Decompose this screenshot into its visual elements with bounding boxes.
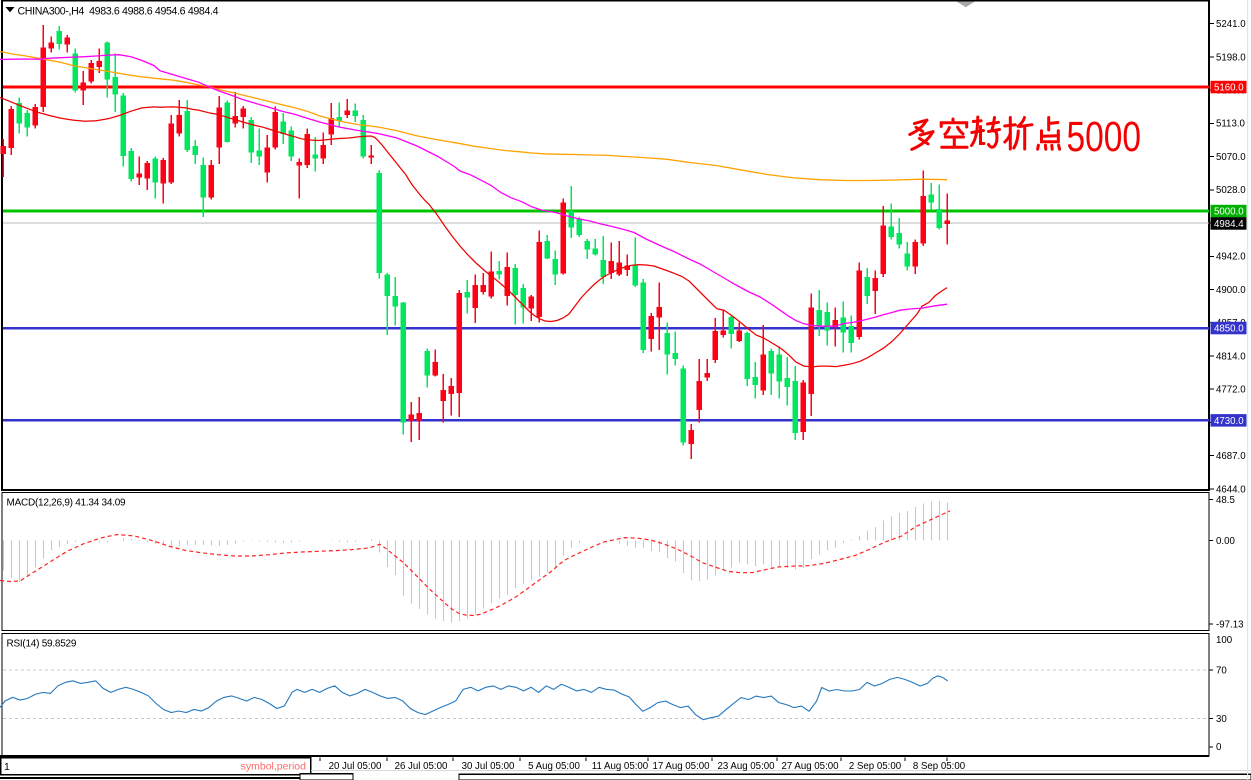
svg-text:symbol,period: symbol,period xyxy=(241,761,307,773)
svg-text:17 Aug 05:00: 17 Aug 05:00 xyxy=(652,761,710,772)
svg-text:27 Aug 05:00: 27 Aug 05:00 xyxy=(781,761,839,772)
svg-text:1: 1 xyxy=(4,761,10,773)
svg-text:0.00: 0.00 xyxy=(1216,536,1235,547)
svg-text:5113.0: 5113.0 xyxy=(1216,119,1246,130)
svg-text:48.5: 48.5 xyxy=(1216,495,1235,506)
svg-text:5198.0: 5198.0 xyxy=(1216,52,1246,63)
svg-text:26 Jul 05:00: 26 Jul 05:00 xyxy=(395,761,448,772)
svg-text:5241.0: 5241.0 xyxy=(1216,19,1246,30)
svg-text:RSI(14) 59.8529: RSI(14) 59.8529 xyxy=(7,638,77,649)
svg-text:23 Aug 05:00: 23 Aug 05:00 xyxy=(717,761,775,772)
svg-text:4900.0: 4900.0 xyxy=(1216,285,1246,296)
svg-text:4984.4: 4984.4 xyxy=(1214,219,1244,230)
svg-text:5070.0: 5070.0 xyxy=(1216,152,1246,163)
svg-text:4772.0: 4772.0 xyxy=(1216,385,1246,396)
svg-text:5000.0: 5000.0 xyxy=(1214,207,1244,218)
svg-text:20 Jul 05:00: 20 Jul 05:00 xyxy=(329,761,382,772)
svg-text:5160.0: 5160.0 xyxy=(1214,83,1244,94)
svg-text:-97.13: -97.13 xyxy=(1216,620,1243,631)
svg-text:5028.0: 5028.0 xyxy=(1216,185,1246,196)
svg-text:70: 70 xyxy=(1216,665,1227,676)
svg-text:4644.0: 4644.0 xyxy=(1216,484,1246,495)
svg-text:4814.0: 4814.0 xyxy=(1216,351,1246,362)
svg-text:30 Jul 05:00: 30 Jul 05:00 xyxy=(462,761,515,772)
svg-text:0: 0 xyxy=(1216,742,1222,753)
svg-text:MACD(12,26,9) 41.34 34.09: MACD(12,26,9) 41.34 34.09 xyxy=(7,497,127,508)
svg-text:4850.0: 4850.0 xyxy=(1214,324,1244,335)
svg-text:8 Sep 05:00: 8 Sep 05:00 xyxy=(913,761,966,772)
svg-text:30: 30 xyxy=(1216,714,1227,725)
svg-text:4687.0: 4687.0 xyxy=(1216,451,1246,462)
svg-text:5 Aug 05:00: 5 Aug 05:00 xyxy=(528,761,580,772)
svg-text:4730.0: 4730.0 xyxy=(1214,416,1244,427)
svg-text:2 Sep 05:00: 2 Sep 05:00 xyxy=(849,761,902,772)
svg-text:5000: 5000 xyxy=(1067,114,1142,161)
svg-text:CHINA300-,H4 4983.6 4988.6 49: CHINA300-,H4 4983.6 4988.6 4954.6 4984.4 xyxy=(18,5,219,17)
svg-text:4942.0: 4942.0 xyxy=(1216,252,1246,263)
svg-text:11 Aug 05:00: 11 Aug 05:00 xyxy=(592,761,649,772)
svg-text:100: 100 xyxy=(1216,635,1233,646)
